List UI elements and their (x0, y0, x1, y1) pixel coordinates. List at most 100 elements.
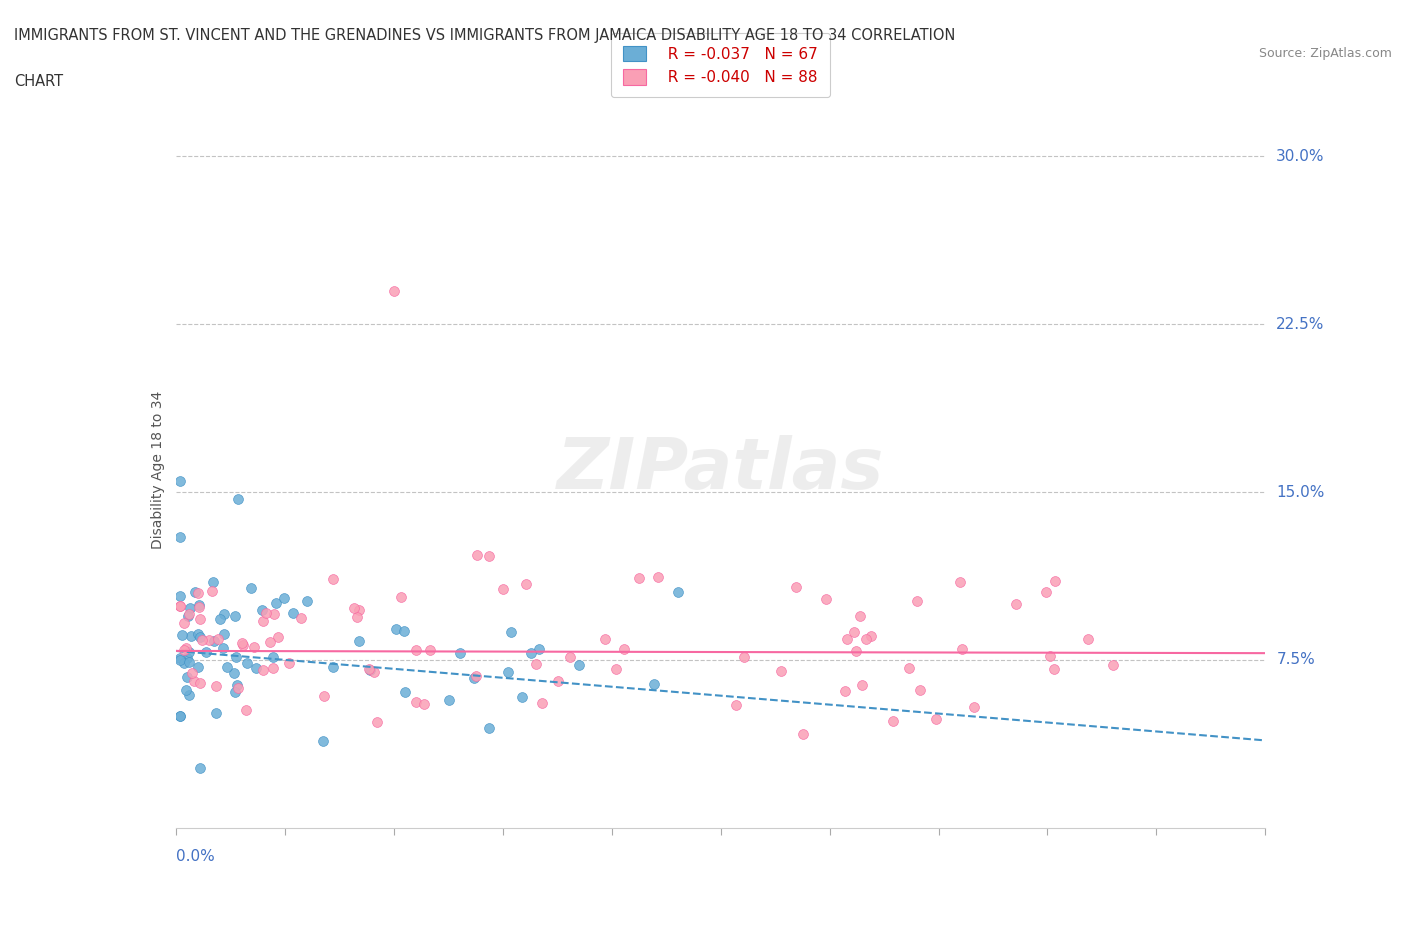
Point (385, 621, 408, 636)
Text: 15.0%: 15.0% (1277, 485, 1324, 499)
Point (242, 640, 264, 655)
Point (492, 581, 515, 596)
Point (312, 734, 335, 749)
Text: IMMIGRANTS FROM ST. VINCENT AND THE GRENADINES VS IMMIGRANTS FROM JAMAICA DISABI: IMMIGRANTS FROM ST. VINCENT AND THE GREN… (14, 28, 956, 43)
Point (512, 690, 534, 705)
Point (204, 679, 226, 694)
Point (212, 627, 235, 642)
Point (225, 677, 247, 692)
Point (627, 570, 650, 585)
Point (169, 529, 191, 544)
Point (235, 702, 257, 717)
Point (297, 593, 319, 608)
Point (263, 607, 285, 622)
Point (595, 631, 617, 646)
Point (769, 664, 792, 679)
Point (245, 660, 267, 675)
Point (950, 642, 973, 657)
Point (173, 643, 195, 658)
Point (204, 705, 226, 720)
Point (389, 590, 412, 604)
Point (1077, 631, 1099, 646)
Point (366, 715, 388, 730)
Point (232, 638, 254, 653)
Point (252, 662, 274, 677)
Point (527, 642, 550, 657)
Text: Source: ZipAtlas.com: Source: ZipAtlas.com (1258, 46, 1392, 60)
Point (259, 635, 281, 650)
Point (231, 635, 253, 650)
Point (515, 577, 537, 591)
Point (179, 655, 201, 670)
Point (179, 601, 201, 616)
Point (463, 671, 485, 685)
Point (855, 631, 877, 646)
Point (173, 656, 195, 671)
Point (172, 627, 194, 642)
Point (859, 629, 882, 644)
Text: 22.5%: 22.5% (1277, 317, 1324, 332)
Point (183, 674, 205, 689)
Legend:   R = -0.037   N = 67,   R = -0.040   N = 88: R = -0.037 N = 67, R = -0.040 N = 88 (612, 33, 830, 98)
Point (209, 612, 232, 627)
Point (187, 586, 209, 601)
Point (359, 661, 381, 676)
Point (347, 634, 370, 649)
Point (882, 714, 904, 729)
Point (188, 612, 211, 627)
Point (226, 681, 249, 696)
Point (392, 624, 415, 639)
Point (217, 659, 239, 674)
Text: ZIPatlas: ZIPatlas (557, 435, 884, 504)
Point (834, 684, 856, 698)
Point (267, 630, 290, 644)
Point (201, 584, 224, 599)
Point (1005, 596, 1028, 611)
Point (1035, 585, 1057, 600)
Point (169, 653, 191, 668)
Point (478, 549, 501, 564)
Point (169, 709, 191, 724)
Point (169, 651, 191, 666)
Point (363, 664, 385, 679)
Point (845, 644, 868, 658)
Point (925, 711, 948, 726)
Point (169, 589, 191, 604)
Point (496, 665, 519, 680)
Point (176, 670, 198, 684)
Point (785, 579, 807, 594)
Point (908, 683, 931, 698)
Point (174, 683, 197, 698)
Point (177, 606, 200, 621)
Point (905, 593, 928, 608)
Point (312, 689, 335, 704)
Point (254, 605, 277, 620)
Point (169, 599, 191, 614)
Point (262, 660, 284, 675)
Point (290, 611, 312, 626)
Point (733, 650, 755, 665)
Point (250, 603, 273, 618)
Point (382, 284, 405, 299)
Point (519, 645, 541, 660)
Point (262, 650, 284, 665)
Text: 30.0%: 30.0% (1277, 149, 1324, 164)
Point (188, 598, 211, 613)
Point (266, 596, 288, 611)
Point (177, 688, 200, 703)
Point (851, 677, 873, 692)
Point (177, 608, 200, 623)
Point (169, 709, 191, 724)
Point (814, 591, 837, 606)
Point (499, 624, 522, 639)
Point (180, 628, 202, 643)
Point (281, 605, 304, 620)
Point (322, 571, 344, 586)
Point (613, 642, 636, 657)
Point (1039, 648, 1062, 663)
Point (359, 663, 381, 678)
Point (394, 684, 416, 699)
Point (647, 569, 669, 584)
Point (188, 630, 211, 644)
Point (190, 632, 212, 647)
